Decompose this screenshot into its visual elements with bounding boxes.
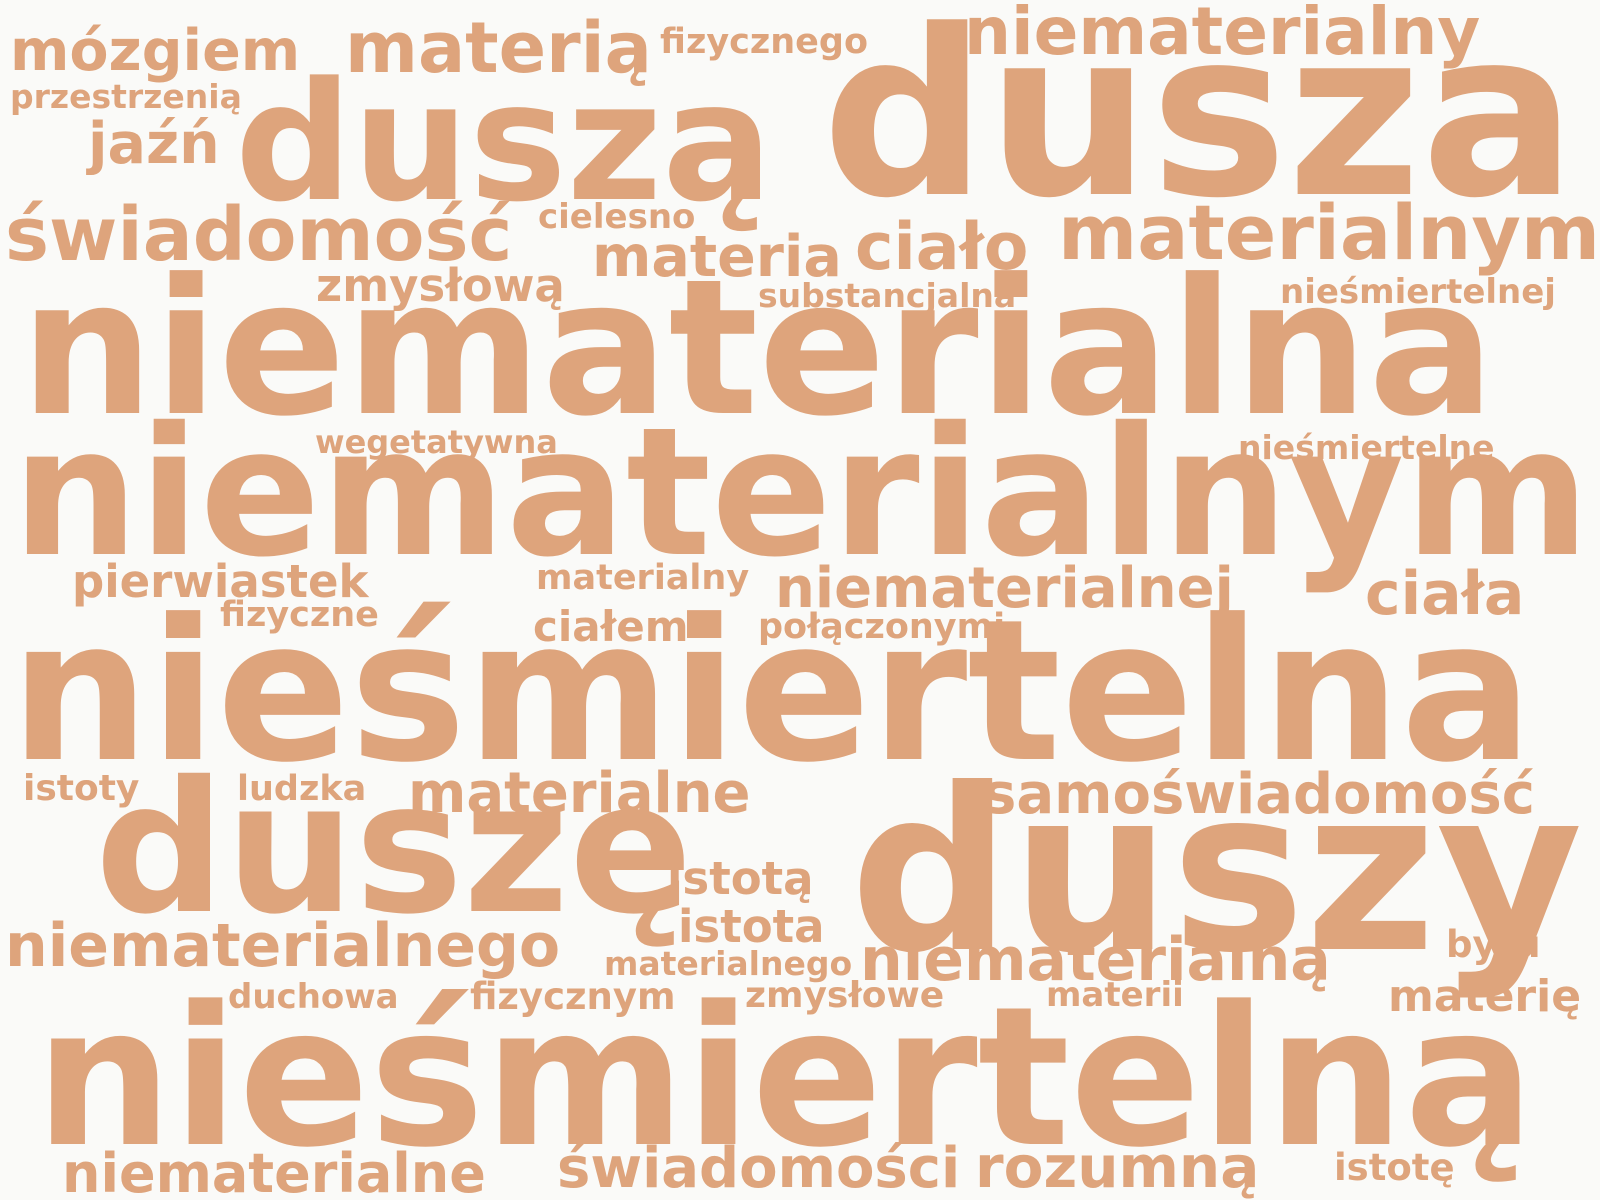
word-w21: pierwiastek xyxy=(72,555,369,608)
word-w34: duszy xyxy=(850,741,1583,1003)
word-w30: ludzka xyxy=(237,769,367,809)
word-w40: bytu xyxy=(1446,923,1541,966)
word-w09: świadomość xyxy=(5,192,513,278)
word-w12: ciało xyxy=(855,210,1029,285)
word-w23: niematerialnej xyxy=(775,556,1234,621)
word-w37: niematerialnego xyxy=(5,911,561,981)
word-w11: materia xyxy=(592,224,842,290)
word-w49: rozumną xyxy=(975,1133,1260,1200)
word-w48: świadomości xyxy=(557,1136,961,1200)
word-w07: dusza xyxy=(822,0,1577,249)
word-w43: zmysłowe xyxy=(745,975,945,1016)
word-w19: nieśmiertelne xyxy=(1238,428,1495,467)
word-w13: materialnym xyxy=(1058,188,1600,277)
word-w25: fizyczne xyxy=(220,595,379,635)
word-w16: nieśmiertelnej xyxy=(1280,272,1556,312)
word-w36: istota xyxy=(678,900,825,953)
word-w05: przestrzenią xyxy=(10,77,242,116)
word-w14: zmysłową xyxy=(316,259,565,312)
word-w35: istotą xyxy=(667,852,814,905)
word-w45: materię xyxy=(1388,971,1582,1022)
word-w47: niematerialne xyxy=(62,1142,486,1200)
word-w17: niematerialna xyxy=(20,239,1496,458)
word-w42: fizycznym xyxy=(470,975,676,1018)
word-w29: istoty xyxy=(23,768,140,809)
word-w26: ciałem xyxy=(533,602,689,651)
word-w18: wegetatywna xyxy=(315,423,558,461)
word-w31: materialne xyxy=(408,761,751,826)
word-w32: samoświadomość xyxy=(983,762,1535,827)
word-w08: jaźń xyxy=(88,111,220,177)
word-w24: ciała xyxy=(1365,559,1525,629)
word-w03: fizycznego xyxy=(660,22,869,62)
word-w44: materii xyxy=(1046,975,1184,1015)
word-w38: materialnego xyxy=(604,944,853,983)
word-w33: duszę xyxy=(95,742,693,954)
word-w41: duchowa xyxy=(228,977,399,1017)
word-w50: istotę xyxy=(1334,1146,1455,1189)
word-w20: niematerialnym xyxy=(12,389,1591,596)
word-w27: połączonymi xyxy=(758,607,1006,647)
word-w10: cielesno xyxy=(538,197,696,237)
word-w46: nieśmiertelną xyxy=(35,965,1535,1190)
word-w22: materialny xyxy=(536,558,750,598)
word-w15: substancjalna xyxy=(758,276,1017,315)
word-w01: mózgiem xyxy=(10,18,301,84)
word-w04: niematerialny xyxy=(964,0,1481,70)
word-w06: duszą xyxy=(235,47,773,238)
word-w28: nieśmiertelna xyxy=(10,578,1533,806)
word-w02: materią xyxy=(345,7,652,89)
word-w39: niematerialną xyxy=(860,925,1331,995)
